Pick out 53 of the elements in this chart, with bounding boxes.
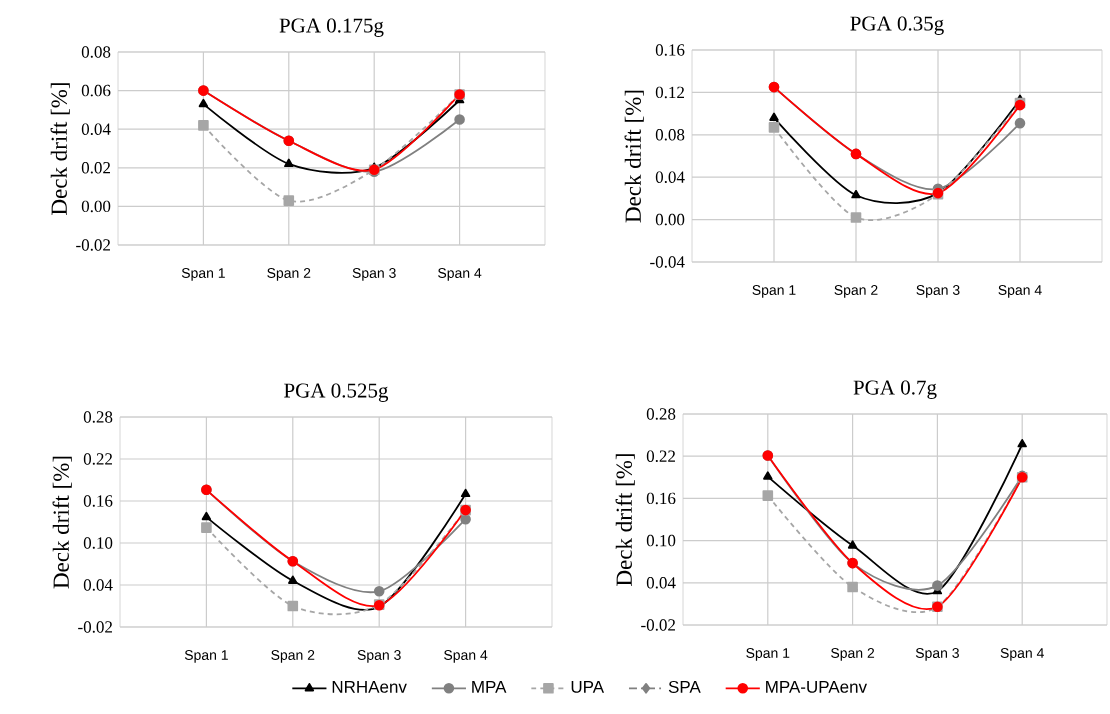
y-axis-title: Deck drift [%] <box>52 456 72 589</box>
x-tick-label: Span 2 <box>271 650 315 663</box>
x-tick-label: Span 2 <box>834 285 878 298</box>
y-tick-label: 0.00 <box>655 213 685 226</box>
legend-label: NRHAenv <box>332 680 407 693</box>
x-tick-label: Span 4 <box>438 268 482 281</box>
y-axis-title: Deck drift [%] <box>624 90 644 223</box>
x-tick-label: Span 2 <box>831 648 875 661</box>
y-tick-label: 0.02 <box>81 162 110 174</box>
legend-label: MPA-UPAenv <box>766 680 867 693</box>
x-tick-label: Span 3 <box>352 268 396 281</box>
y-axis-title: Deck drift [%] <box>50 83 70 215</box>
x-tick-label: Span 1 <box>181 268 225 281</box>
y-tick-label: -0.02 <box>78 621 112 633</box>
x-tick-label: Span 1 <box>752 285 796 298</box>
x-tick-label: Span 4 <box>998 285 1042 298</box>
y-tick-label: 0.04 <box>655 171 685 183</box>
y-tick-label: 0.06 <box>81 84 111 97</box>
y-tick-label: 0.04 <box>81 123 111 135</box>
y-tick-label: 0.10 <box>83 537 113 549</box>
x-tick-label: Span 1 <box>746 648 790 661</box>
y-tick-label: 0.16 <box>83 495 113 507</box>
legend-label: SPA <box>668 680 701 693</box>
y-tick-label: 0.22 <box>646 450 675 462</box>
x-tick-label: Span 3 <box>357 650 401 663</box>
chart-title: PGA 0.7g <box>853 380 937 399</box>
y-tick-label: -0.02 <box>76 239 110 251</box>
y-tick-label: 0.04 <box>646 577 676 589</box>
y-tick-label: 0.04 <box>83 579 113 591</box>
legend-label: UPA <box>571 680 605 693</box>
y-tick-label: 0.16 <box>655 44 685 56</box>
y-tick-label: 0.00 <box>81 200 111 213</box>
x-tick-label: Span 4 <box>1000 648 1044 661</box>
y-tick-label: -0.02 <box>641 619 675 631</box>
legend-label: MPA <box>472 680 507 693</box>
x-tick-label: Span 3 <box>916 285 960 298</box>
chart-title: PGA 0.175g <box>279 18 384 37</box>
chart-title: PGA 0.35g <box>850 16 944 35</box>
x-tick-label: Span 2 <box>267 268 311 281</box>
y-tick-label: -0.04 <box>650 256 685 268</box>
y-tick-label: 0.28 <box>83 411 113 423</box>
x-tick-label: Span 1 <box>184 650 228 663</box>
y-axis-title: Deck drift [%] <box>615 454 635 586</box>
y-tick-label: 0.08 <box>81 46 111 58</box>
y-tick-label: 0.10 <box>646 534 676 547</box>
y-tick-label: 0.08 <box>655 129 685 141</box>
y-tick-label: 0.12 <box>655 86 684 99</box>
x-tick-label: Span 4 <box>444 650 488 663</box>
y-tick-label: 0.16 <box>646 492 676 505</box>
y-tick-label: 0.22 <box>83 453 112 465</box>
chart-title: PGA 0.525g <box>284 383 389 402</box>
y-tick-label: 0.28 <box>646 408 676 420</box>
x-tick-label: Span 3 <box>915 648 959 661</box>
